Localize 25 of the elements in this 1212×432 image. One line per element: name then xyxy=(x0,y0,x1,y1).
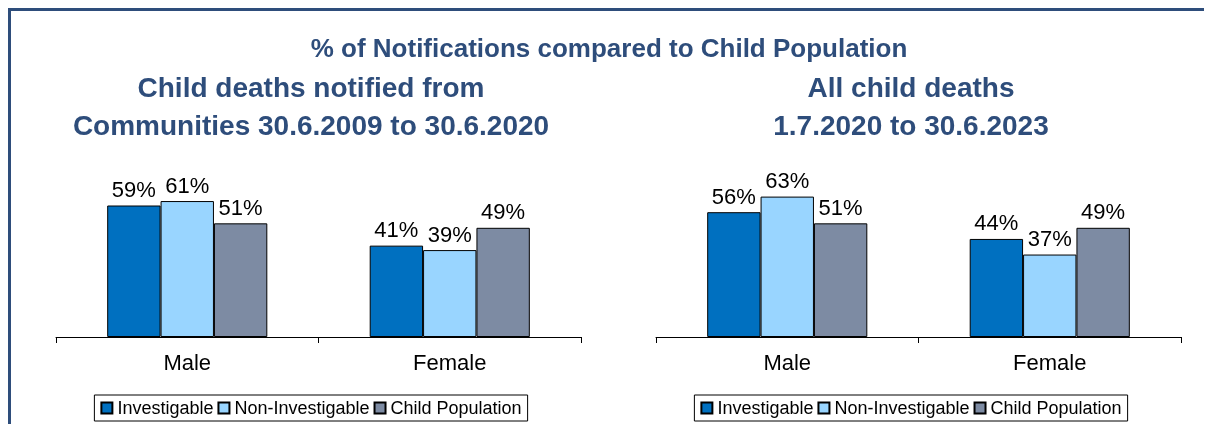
data-label: 51% xyxy=(818,194,863,220)
x-tick-label: Male xyxy=(163,349,212,375)
legend-label: Child Population xyxy=(990,398,1122,418)
data-label: 56% xyxy=(711,183,756,209)
x-tick-label: Female xyxy=(1013,349,1087,375)
x-tick-label: Male xyxy=(763,349,812,375)
legend-label: Non-Investigable xyxy=(234,398,370,418)
chart-subtitle: All child deaths 1.7.2020 to 30.6.2023 xyxy=(772,71,1050,143)
legend-label: Non-Investigable xyxy=(834,398,970,418)
chart-title: % of Notifications compared to Child Population xyxy=(309,33,909,64)
data-label: 37% xyxy=(1027,226,1072,252)
x-tick-label: Female xyxy=(413,349,487,375)
chart-subtitle: Child deaths notified from Communities 30.6.2009 to 30.6.2020 xyxy=(71,71,551,143)
data-label: 49% xyxy=(1081,199,1126,225)
data-label: 59% xyxy=(111,177,156,203)
legend-label: Child Population xyxy=(390,398,522,418)
legend-label: Investigable xyxy=(117,398,214,418)
data-label: 39% xyxy=(427,221,472,247)
data-label: 44% xyxy=(974,210,1019,236)
data-label: 41% xyxy=(374,217,419,243)
data-label: 61% xyxy=(165,172,210,198)
data-label: 51% xyxy=(218,194,263,220)
data-label: 63% xyxy=(765,168,810,194)
data-label: 49% xyxy=(481,199,526,225)
legend-label: Investigable xyxy=(717,398,814,418)
